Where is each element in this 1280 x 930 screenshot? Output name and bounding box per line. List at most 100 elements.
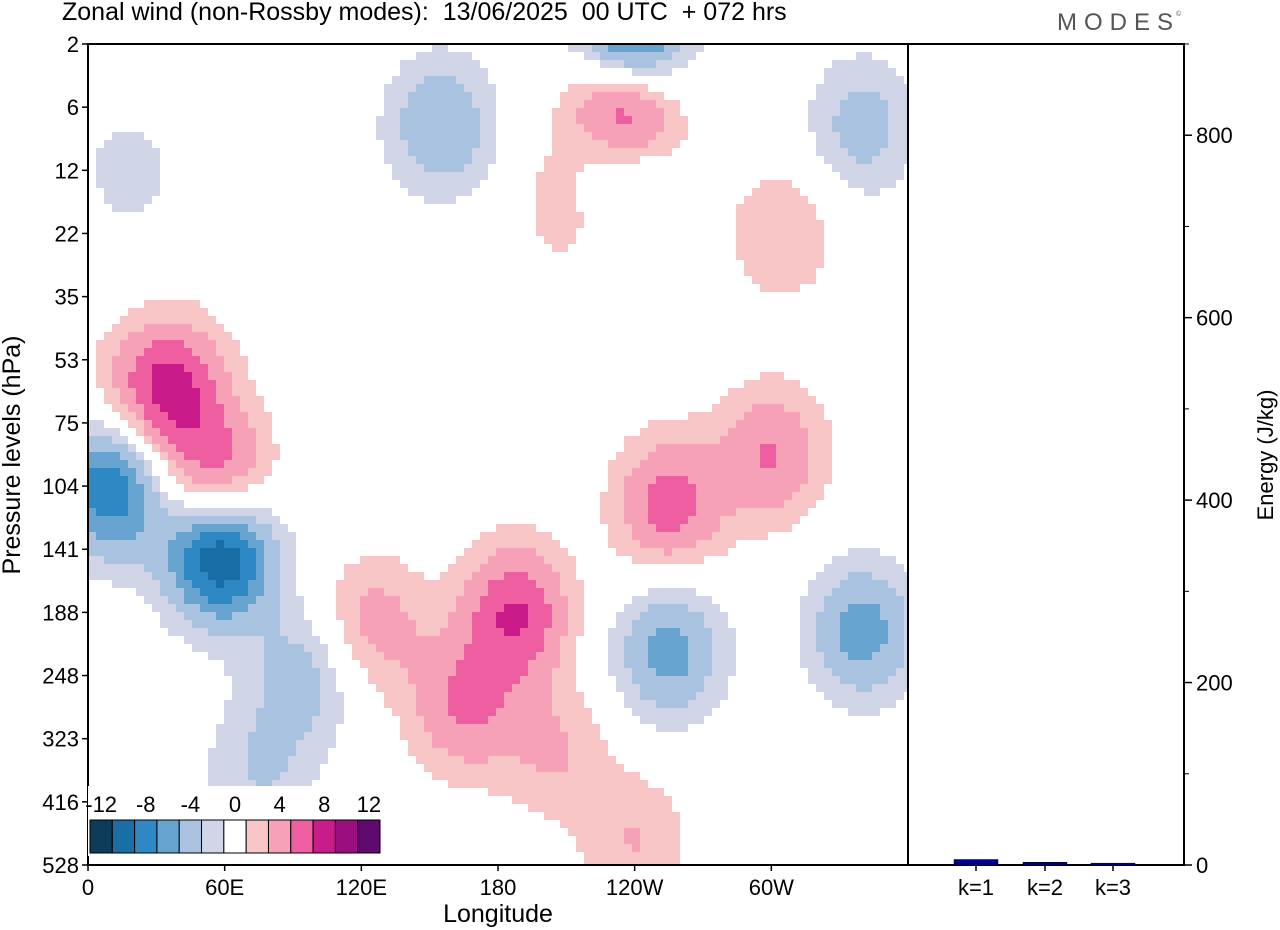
- heat-cell: [640, 684, 648, 692]
- heat-cell: [280, 700, 288, 708]
- heat-cell: [680, 420, 688, 428]
- heat-cell: [768, 236, 776, 244]
- heat-cell: [440, 132, 448, 140]
- heat-cell: [648, 116, 656, 124]
- heat-cell: [400, 652, 408, 660]
- heat-cell: [840, 148, 848, 156]
- heat-cell: [672, 132, 680, 140]
- heat-cell: [200, 628, 208, 636]
- heat-cell: [664, 132, 672, 140]
- heat-cell: [568, 228, 576, 236]
- heat-cell: [856, 156, 864, 164]
- heat-cell: [560, 644, 568, 652]
- heat-cell: [776, 236, 784, 244]
- heat-cell: [680, 132, 688, 140]
- heat-cell: [776, 372, 784, 380]
- heat-cell: [456, 124, 464, 132]
- heat-cell: [216, 340, 224, 348]
- heat-cell: [424, 156, 432, 164]
- heat-cell: [856, 180, 864, 188]
- heat-cell: [880, 60, 888, 68]
- heat-cell: [872, 604, 880, 612]
- heat-cell: [488, 708, 496, 716]
- heat-cell: [256, 748, 264, 756]
- heat-cell: [768, 372, 776, 380]
- heat-cell: [512, 732, 520, 740]
- heat-cell: [840, 108, 848, 116]
- heat-cell: [680, 476, 688, 484]
- heat-cell: [168, 316, 176, 324]
- heat-cell: [552, 668, 560, 676]
- heat-cell: [896, 108, 904, 116]
- heat-cell: [440, 100, 448, 108]
- heat-cell: [624, 772, 632, 780]
- y-tick-label: 141: [42, 537, 79, 562]
- heat-cell: [648, 684, 656, 692]
- heat-cell: [800, 652, 808, 660]
- heat-cell: [240, 420, 248, 428]
- heat-cell: [512, 628, 520, 636]
- heat-cell: [448, 196, 456, 204]
- heat-cell: [576, 44, 584, 52]
- heat-cell: [280, 724, 288, 732]
- heat-cell: [112, 460, 120, 468]
- heat-cell: [544, 588, 552, 596]
- heat-cell: [512, 524, 520, 532]
- heat-cell: [560, 228, 568, 236]
- heat-cell: [120, 516, 128, 524]
- heat-cell: [632, 772, 640, 780]
- heat-cell: [240, 380, 248, 388]
- heat-cell: [880, 68, 888, 76]
- heat-cell: [120, 540, 128, 548]
- heat-cell: [848, 572, 856, 580]
- heat-cell: [816, 84, 824, 92]
- heat-cell: [272, 444, 280, 452]
- heat-cell: [192, 644, 200, 652]
- heat-cell: [592, 748, 600, 756]
- heat-cell: [592, 756, 600, 764]
- heat-cell: [400, 588, 408, 596]
- heat-cell: [640, 636, 648, 644]
- heat-cell: [624, 116, 632, 124]
- heat-cell: [424, 188, 432, 196]
- heat-cell: [136, 428, 144, 436]
- heat-cell: [104, 548, 112, 556]
- heat-cell: [648, 108, 656, 116]
- heat-cell: [152, 332, 160, 340]
- heat-cell: [616, 644, 624, 652]
- heat-cell: [688, 452, 696, 460]
- heat-cell: [120, 132, 128, 140]
- heat-cell: [824, 428, 832, 436]
- heat-cell: [264, 532, 272, 540]
- heat-cell: [672, 700, 680, 708]
- heat-cell: [384, 660, 392, 668]
- heat-cell: [840, 684, 848, 692]
- heat-cell: [544, 228, 552, 236]
- heat-cell: [144, 372, 152, 380]
- heat-cell: [144, 300, 152, 308]
- colorbar-swatch: [334, 819, 359, 854]
- heat-cell: [568, 644, 576, 652]
- heat-cell: [800, 252, 808, 260]
- heat-cell: [680, 60, 688, 68]
- heat-cell: [888, 100, 896, 108]
- heat-cell: [136, 556, 144, 564]
- heat-cell: [472, 636, 480, 644]
- heat-cell: [800, 636, 808, 644]
- heat-cell: [200, 468, 208, 476]
- heat-cell: [304, 740, 312, 748]
- heat-cell: [432, 604, 440, 612]
- heat-cell: [832, 644, 840, 652]
- heat-cell: [280, 596, 288, 604]
- heat-cell: [568, 180, 576, 188]
- heat-cell: [176, 596, 184, 604]
- heat-cell: [544, 812, 552, 820]
- heat-cell: [888, 636, 896, 644]
- heat-cell: [808, 460, 816, 468]
- heat-cell: [904, 132, 908, 140]
- heat-cell: [488, 724, 496, 732]
- heat-cell: [248, 580, 256, 588]
- heat-cell: [752, 436, 760, 444]
- heat-cell: [656, 420, 664, 428]
